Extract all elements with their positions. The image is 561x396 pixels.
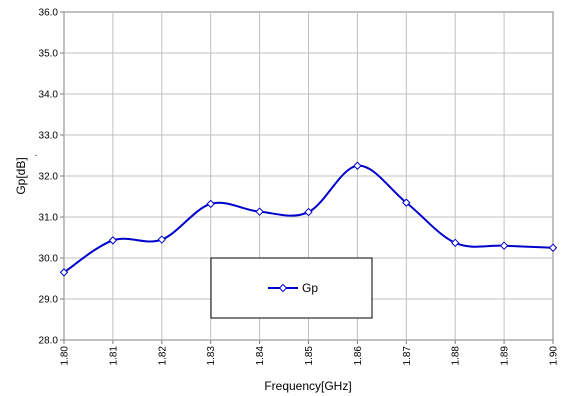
series-layer — [59, 161, 558, 277]
legend: Gp — [210, 257, 373, 319]
x-tick-label: 1.85 — [304, 346, 315, 366]
x-tick-label: 1.82 — [157, 346, 168, 366]
data-point — [157, 235, 167, 244]
x-tick-label: 1.86 — [353, 346, 364, 366]
x-tick-label: 1.80 — [60, 346, 71, 366]
data-point — [450, 238, 460, 248]
x-tick-label: 1.88 — [451, 346, 462, 366]
legend-label: Gp — [302, 281, 318, 295]
x-axis-ticks: 1.80 1.81 1.82 1.83 1.84 1.85 1.86 1.87 1.88 1.89… — [60, 340, 560, 365]
y-tick-label: 29.0 — [39, 295, 59, 306]
y-tick-label: 28.0 — [39, 336, 59, 347]
x-tick-label: 1.90 — [549, 346, 560, 366]
data-point — [548, 243, 558, 252]
legend-marker — [278, 283, 288, 293]
y-tick-label: 33.0 — [39, 131, 59, 142]
data-point — [108, 236, 118, 245]
y-axis-title-dot: . — [35, 148, 38, 159]
data-point — [353, 161, 362, 170]
y-tick-label: 34.0 — [39, 90, 59, 101]
x-tick-label: 1.89 — [500, 346, 511, 366]
x-axis-title: Frequency[GHz] — [264, 379, 351, 393]
data-point — [255, 207, 264, 216]
x-tick-label: 1.81 — [108, 346, 119, 366]
y-tick-label: 30.0 — [39, 254, 59, 265]
y-tick-label: 36.0 — [39, 8, 59, 19]
x-tick-label: 1.84 — [255, 346, 266, 366]
x-tick-label: 1.83 — [206, 346, 217, 366]
y-tick-label: 32.0 — [39, 172, 59, 183]
data-point — [59, 268, 69, 277]
data-point — [499, 241, 509, 250]
y-tick-label: 31.0 — [39, 213, 59, 224]
data-point — [206, 199, 215, 209]
x-tick-label: 1.87 — [402, 346, 413, 366]
data-point — [402, 198, 411, 207]
gridlines — [64, 12, 553, 340]
data-point — [304, 207, 313, 217]
y-tick-label: 35.0 — [39, 49, 59, 60]
y-axis-title: Gp[dB] — [14, 157, 28, 194]
y-axis-ticks: 28.0 29.0 30.0 31.0 32.0 33.0 34.0 35.0 36.0 — [39, 8, 64, 347]
